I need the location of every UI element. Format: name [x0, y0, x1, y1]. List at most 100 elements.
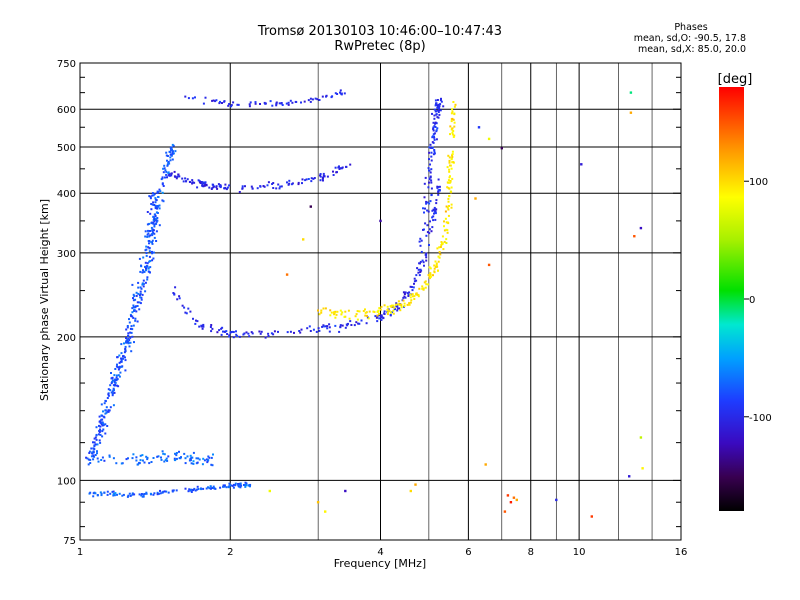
trace-point [152, 194, 155, 197]
trace-point [161, 191, 164, 194]
trace-point [321, 95, 324, 98]
trace-point [436, 116, 439, 119]
trace-point [112, 494, 115, 497]
trace-point [437, 105, 439, 108]
trace-point [167, 455, 170, 458]
y-tick-label: 75 [63, 536, 76, 547]
trace-point [413, 282, 415, 285]
trace-point [165, 173, 168, 176]
trace-point [307, 178, 310, 180]
trace-point [100, 421, 103, 424]
y-tick-label: 500 [57, 143, 76, 154]
trace-point [448, 205, 450, 207]
trace-point [132, 299, 135, 302]
trace-point [415, 292, 418, 295]
trace-point [218, 102, 221, 105]
trace-point [422, 228, 424, 231]
trace-point [92, 441, 94, 444]
trace-point [210, 456, 213, 459]
trace-point [419, 244, 422, 247]
trace-point [317, 309, 319, 312]
trace-point [340, 313, 343, 316]
trace-point [367, 317, 370, 320]
trace-point [451, 154, 453, 157]
trace-point [109, 389, 112, 392]
trace-point [445, 221, 448, 224]
trace-point [337, 166, 340, 169]
trace-point [395, 302, 398, 305]
trace-point [375, 316, 378, 319]
trace-point [438, 103, 440, 106]
trace-point [281, 104, 284, 106]
trace-point [417, 268, 420, 271]
trace-point [434, 266, 437, 268]
trace-point [435, 208, 438, 211]
trace-point [383, 313, 386, 315]
trace-point [135, 294, 138, 297]
trace-point [326, 325, 329, 328]
trace-point [293, 331, 295, 334]
trace-point [145, 269, 147, 272]
trace-point [137, 286, 140, 289]
trace-point [236, 103, 239, 106]
outlier-point [506, 494, 510, 497]
trace-point [149, 195, 152, 198]
trace-point [161, 450, 164, 453]
trace-point [434, 121, 437, 124]
trace-point [142, 282, 145, 285]
trace-point [131, 335, 134, 338]
trace-point [323, 175, 326, 178]
trace-point [157, 455, 160, 458]
trace-point [442, 105, 445, 108]
trace-point [135, 291, 138, 294]
outlier-point [641, 467, 644, 470]
trace-point [201, 327, 204, 330]
trace-point [87, 463, 90, 466]
trace-point [433, 117, 436, 120]
trace-point [439, 246, 442, 248]
trace-point [125, 328, 128, 331]
trace-point [141, 271, 144, 274]
trace-point [434, 110, 437, 113]
trace-point [382, 317, 385, 320]
trace-point [422, 207, 424, 210]
trace-point [447, 208, 450, 211]
trace-point [432, 208, 435, 211]
trace-point [158, 492, 161, 495]
trace-point [175, 457, 178, 460]
trace-point [437, 116, 440, 119]
trace-point [115, 462, 118, 465]
trace-point [407, 295, 410, 297]
trace-point [415, 274, 418, 277]
trace-point [449, 133, 451, 136]
trace-point [153, 232, 156, 235]
trace-point [142, 285, 145, 288]
trace-point [146, 235, 149, 238]
trace-point [228, 103, 231, 105]
trace-point [234, 482, 237, 485]
trace-point [217, 183, 220, 186]
trace-point [267, 181, 270, 184]
trace-point [139, 290, 142, 293]
trace-point [289, 330, 292, 333]
trace-point [146, 278, 149, 281]
trace-point [429, 272, 432, 275]
trace-point [429, 143, 432, 146]
trace-point [112, 490, 115, 493]
trace-point [445, 238, 448, 241]
trace-point [153, 251, 155, 254]
trace-point [448, 161, 451, 164]
trace-point [146, 223, 149, 226]
trace-point [140, 265, 143, 268]
trace-point [211, 464, 214, 467]
outlier-point [639, 226, 643, 230]
trace-point [448, 176, 451, 179]
trace-point [326, 175, 329, 178]
trace-point [155, 206, 158, 209]
trace-point [403, 293, 406, 295]
trace-point [92, 455, 95, 458]
trace-point [420, 239, 423, 242]
trace-point [159, 190, 162, 193]
trace-point [450, 158, 453, 161]
trace-point [291, 182, 294, 185]
